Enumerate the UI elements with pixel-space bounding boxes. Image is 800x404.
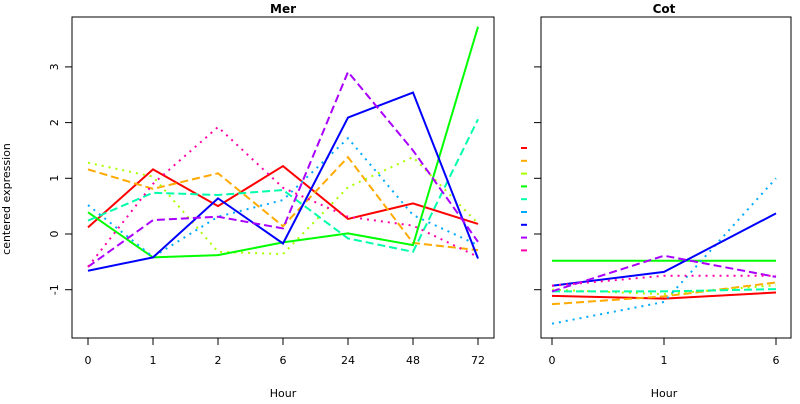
- series-line-cot-9: [551, 274, 776, 287]
- x-tick-label-cot: 6: [773, 354, 780, 367]
- x-tick-label-mer: 2: [215, 354, 222, 367]
- x-tick-label-mer: 1: [150, 354, 157, 367]
- series-line-cot-1: [551, 291, 777, 300]
- series-line-cot-6: [551, 177, 777, 325]
- y-tick-label: 0: [48, 231, 61, 238]
- series-line-mer-1: [87, 164, 479, 229]
- x-tick-label-mer: 48: [406, 354, 420, 367]
- x-tick-label-mer: 24: [341, 354, 355, 367]
- x-tick-label-mer: 72: [471, 354, 485, 367]
- series-line-cot-2: [551, 281, 777, 306]
- panel-title-cot: Cot: [653, 2, 676, 16]
- y-tick-label: 3: [48, 63, 61, 70]
- x-tick-label-mer: 0: [85, 354, 92, 367]
- series-line-mer-4: [87, 26, 479, 259]
- series-line-cot-3: [551, 284, 777, 296]
- y-tick-label: 1: [48, 175, 61, 182]
- plot-frame-cot: [540, 16, 792, 339]
- series-line-mer-9: [87, 125, 479, 268]
- y-tick-label: 2: [48, 119, 61, 126]
- x-tick-label-mer: 6: [280, 354, 287, 367]
- x-axis-label-mer: Hour: [270, 387, 297, 400]
- x-tick-label-cot: 0: [549, 354, 556, 367]
- series-line-cot-8: [551, 254, 777, 293]
- series-line-mer-8: [87, 69, 479, 268]
- y-tick-label: -1: [48, 284, 61, 295]
- x-tick-label-cot: 1: [661, 354, 668, 367]
- y-axis-label: centered expression: [0, 143, 13, 255]
- series-line-cot-5: [552, 288, 777, 293]
- plot-frame-mer: [71, 16, 495, 339]
- series-line-mer-5: [87, 118, 479, 253]
- series-line-mer-7: [87, 91, 479, 272]
- panel-title-mer: Mer: [270, 2, 296, 16]
- series-line-cot-7: [551, 212, 777, 287]
- x-axis-label-cot: Hour: [651, 387, 678, 400]
- series-line-mer-2: [87, 155, 479, 252]
